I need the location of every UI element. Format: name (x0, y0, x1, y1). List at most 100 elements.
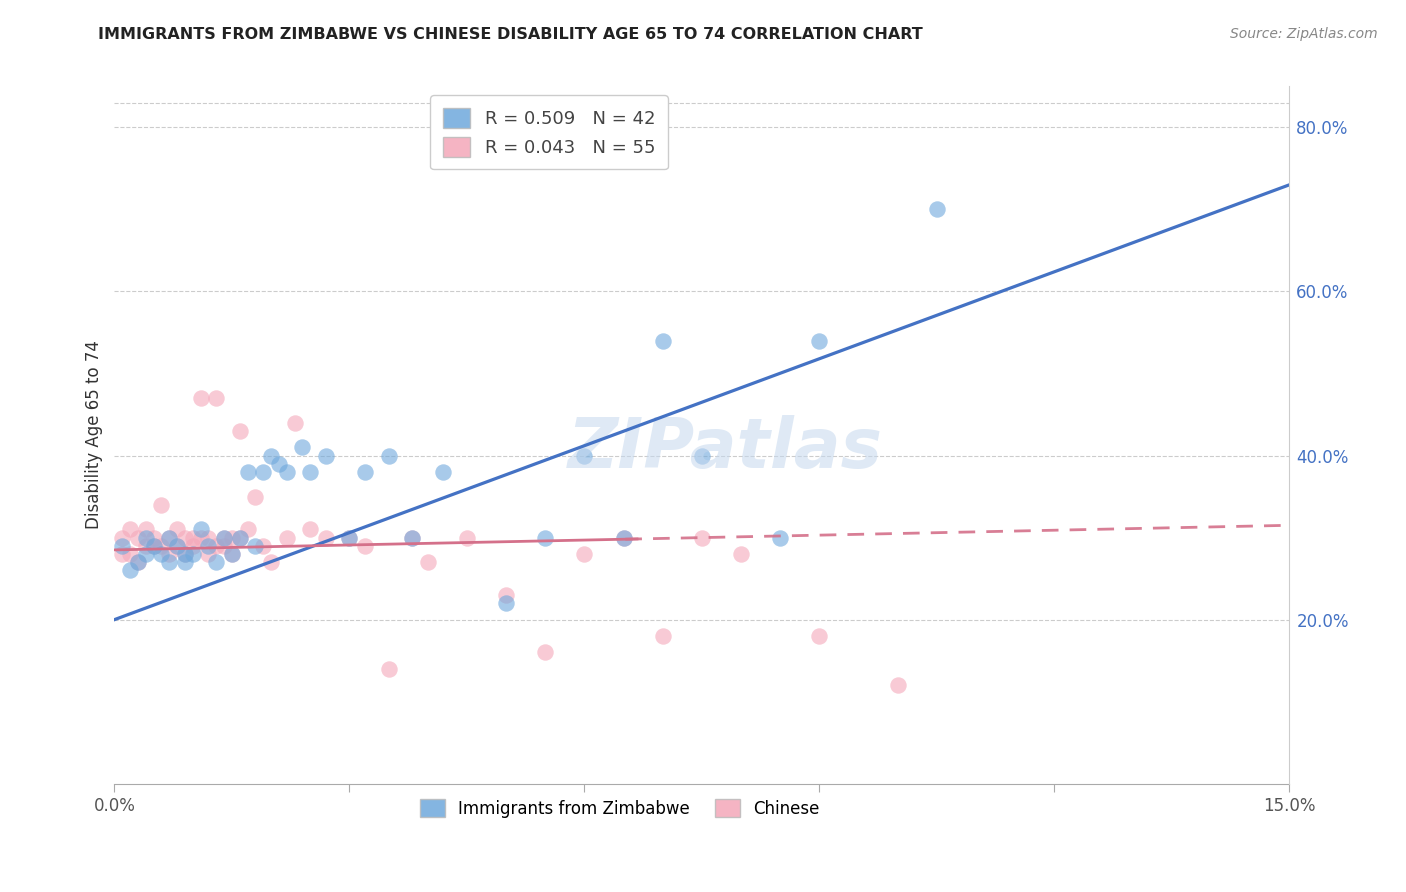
Point (651, 334, 673, 348)
Point (205, 391, 228, 405)
Point (456, 531, 478, 545)
Point (157, 547, 180, 561)
Point (236, 465, 259, 479)
Point (111, 539, 134, 553)
Point (212, 531, 235, 545)
Point (534, 645, 557, 659)
Point (174, 531, 197, 545)
Point (495, 596, 517, 610)
Point (276, 531, 298, 545)
Point (613, 531, 636, 545)
Point (150, 498, 173, 512)
Text: IMMIGRANTS FROM ZIMBABWE VS CHINESE DISABILITY AGE 65 TO 74 CORRELATION CHART: IMMIGRANTS FROM ZIMBABWE VS CHINESE DISA… (98, 27, 924, 42)
Point (120, 563, 142, 577)
Point (150, 547, 173, 561)
Point (166, 539, 188, 553)
Point (377, 449, 399, 463)
Point (299, 522, 322, 536)
Point (197, 547, 219, 561)
Point (190, 522, 212, 536)
Point (276, 465, 298, 479)
Point (495, 588, 517, 602)
Point (127, 555, 149, 569)
Point (221, 547, 243, 561)
Point (315, 449, 337, 463)
Point (150, 539, 173, 553)
Point (212, 539, 235, 553)
Point (574, 547, 596, 561)
Point (166, 522, 188, 536)
Text: Source: ZipAtlas.com: Source: ZipAtlas.com (1230, 27, 1378, 41)
Point (221, 547, 243, 561)
Point (111, 547, 134, 561)
Point (260, 555, 283, 569)
Point (157, 555, 180, 569)
Point (120, 547, 142, 561)
Point (181, 539, 204, 553)
Point (157, 531, 180, 545)
Point (534, 531, 557, 545)
Point (135, 539, 157, 553)
Point (197, 539, 219, 553)
Point (174, 555, 197, 569)
Point (260, 449, 283, 463)
Point (205, 539, 228, 553)
Text: ZIPatlas: ZIPatlas (568, 416, 883, 483)
Point (886, 678, 908, 692)
Point (690, 531, 713, 545)
Point (142, 531, 165, 545)
Point (354, 465, 377, 479)
Point (299, 465, 322, 479)
Point (291, 441, 314, 455)
Point (127, 531, 149, 545)
Point (127, 555, 149, 569)
Point (315, 531, 337, 545)
Point (574, 449, 596, 463)
Point (135, 531, 157, 545)
Point (190, 391, 212, 405)
Point (401, 531, 423, 545)
Point (769, 531, 792, 545)
Point (651, 629, 673, 643)
Point (174, 547, 197, 561)
Point (221, 531, 243, 545)
Point (252, 465, 274, 479)
Point (339, 531, 361, 545)
Point (229, 424, 252, 438)
Point (808, 629, 831, 643)
Point (690, 449, 713, 463)
Point (142, 539, 165, 553)
Point (245, 539, 267, 553)
Point (416, 555, 439, 569)
Point (157, 531, 180, 545)
Point (142, 539, 165, 553)
Point (135, 547, 157, 561)
Legend: Immigrants from Zimbabwe, Chinese: Immigrants from Zimbabwe, Chinese (413, 792, 827, 824)
Point (339, 531, 361, 545)
Point (432, 465, 454, 479)
Point (197, 531, 219, 545)
Point (377, 662, 399, 676)
Point (925, 202, 948, 217)
Point (252, 539, 274, 553)
Point (808, 334, 831, 348)
Point (120, 522, 142, 536)
Point (245, 490, 267, 504)
Point (267, 457, 290, 471)
Y-axis label: Disability Age 65 to 74: Disability Age 65 to 74 (86, 341, 103, 530)
Point (174, 547, 197, 561)
Point (205, 555, 228, 569)
Point (111, 531, 134, 545)
Point (730, 547, 752, 561)
Point (401, 531, 423, 545)
Point (166, 539, 188, 553)
Point (613, 531, 636, 545)
Point (212, 531, 235, 545)
Point (181, 547, 204, 561)
Point (236, 522, 259, 536)
Point (135, 522, 157, 536)
Point (190, 531, 212, 545)
Point (284, 416, 307, 430)
Point (181, 531, 204, 545)
Point (229, 531, 252, 545)
